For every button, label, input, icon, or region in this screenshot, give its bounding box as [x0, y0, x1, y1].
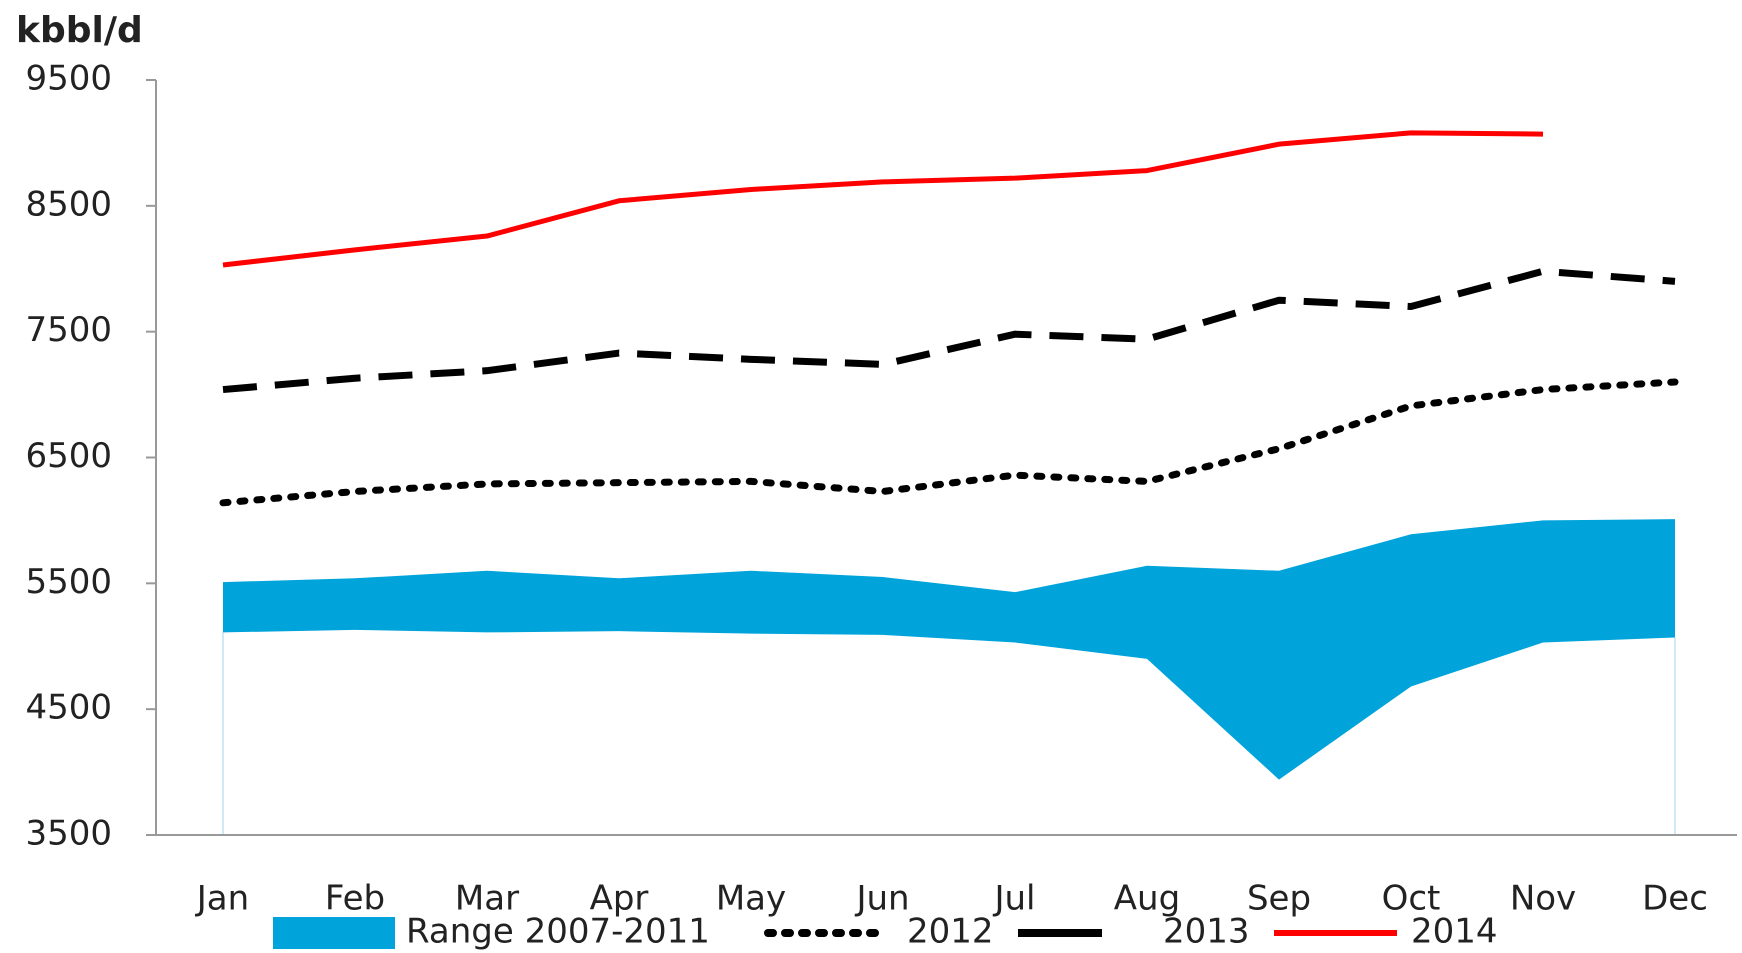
line-series [222, 130, 1544, 268]
y-tick-label: 6500 [25, 436, 112, 476]
y-tick-label: 3500 [25, 814, 112, 854]
x-tick-label: Jun [854, 879, 909, 919]
legend-swatch [273, 917, 395, 949]
y-tick-label: 5500 [25, 562, 112, 602]
y-axis-unit: kbbl/d [16, 10, 143, 51]
y-tick-label: 8500 [25, 184, 112, 224]
x-tick-label: Oct [1382, 879, 1441, 919]
line-series [219, 378, 1679, 507]
legend-label: 2013 [1163, 912, 1250, 952]
x-tick-label: Dec [1642, 879, 1708, 919]
x-tick-label: Aug [1114, 879, 1180, 919]
y-tick-label: 7500 [25, 310, 112, 350]
x-tick-label: Jan [195, 879, 249, 919]
line-series [222, 267, 1676, 394]
legend-label: Range 2007-2011 [406, 912, 710, 952]
x-tick-label: Feb [325, 879, 385, 919]
x-tick-label: Nov [1510, 879, 1576, 919]
y-tick-label: 4500 [25, 688, 112, 728]
x-tick-label: Mar [455, 879, 519, 919]
range-area [223, 519, 1675, 780]
x-tick-label: Sep [1247, 879, 1311, 919]
legend-label: 2012 [907, 912, 994, 952]
x-tick-label: May [716, 879, 786, 919]
x-tick-label: Apr [590, 879, 649, 919]
legend-label: 2014 [1411, 912, 1498, 952]
x-tick-label: Jul [992, 879, 1035, 919]
y-tick-label: 9500 [25, 59, 112, 99]
